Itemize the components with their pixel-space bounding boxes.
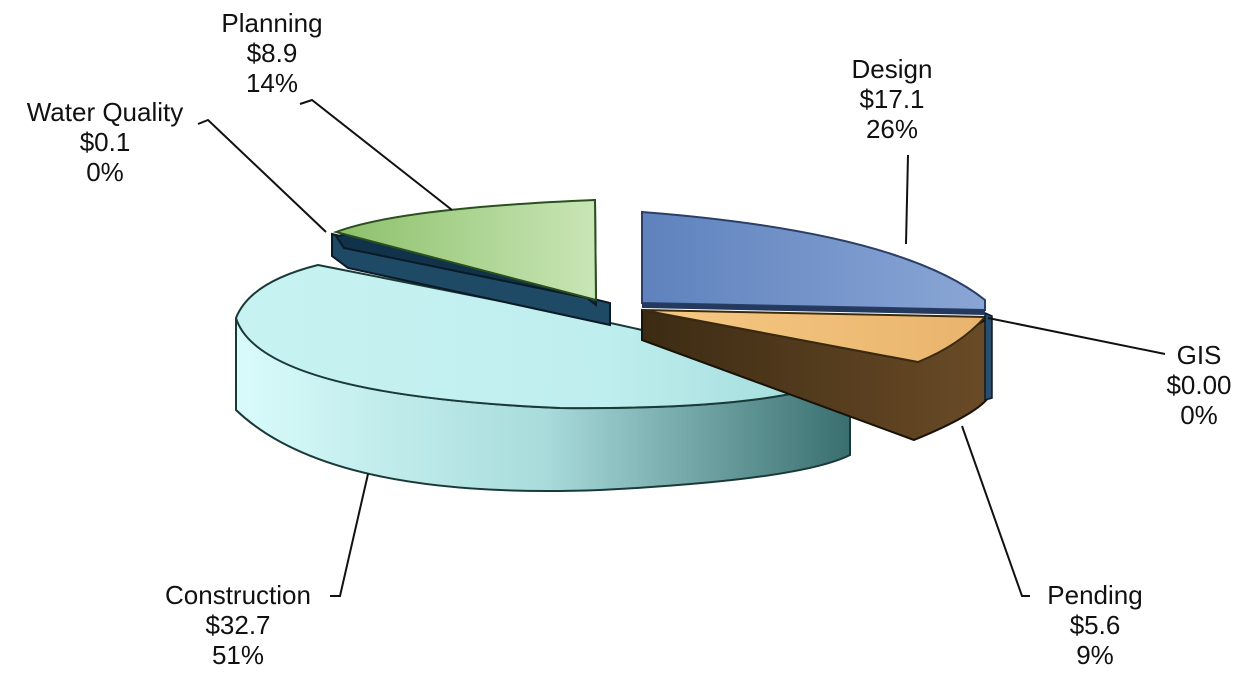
slice-gis-body <box>984 311 993 401</box>
label-construction-category: Construction <box>165 580 311 610</box>
slice-gis <box>984 311 993 401</box>
label-water-quality-category: Water Quality <box>26 97 184 127</box>
label-construction-value: $32.7 <box>205 610 271 640</box>
label-planning-value: $8.9 <box>246 38 298 68</box>
slice-planning <box>332 198 598 308</box>
label-gis-percent: 0% <box>1180 400 1218 430</box>
slice-design-edge <box>642 303 985 315</box>
slice-pending <box>641 308 989 442</box>
label-design-percent: 26% <box>865 114 919 144</box>
label-water-quality: Water Quality $0.1 0% <box>10 97 200 187</box>
label-design-category: Design <box>851 54 933 84</box>
label-planning-percent: 14% <box>245 68 299 98</box>
label-pending-category: Pending <box>1047 580 1143 610</box>
label-planning-category: Planning <box>221 8 323 38</box>
slice-construction-top <box>234 263 854 410</box>
leader-line-water-quality <box>197 118 327 233</box>
label-planning: Planning $8.9 14% <box>212 8 332 98</box>
label-gis: GIS $0.00 0% <box>1152 340 1246 430</box>
label-construction-percent: 51% <box>211 640 265 670</box>
label-construction: Construction $32.7 51% <box>148 580 328 670</box>
label-design-value: $17.1 <box>859 84 925 114</box>
label-water-quality-value: $0.1 <box>79 127 131 157</box>
label-pending-value: $5.6 <box>1069 610 1121 640</box>
leader-line-design <box>905 154 909 245</box>
label-pending: Pending $5.6 9% <box>1030 580 1160 670</box>
leader-lines <box>197 98 1166 597</box>
label-design: Design $17.1 26% <box>832 54 952 144</box>
label-water-quality-percent: 0% <box>86 157 124 187</box>
label-gis-category: GIS <box>1176 340 1222 370</box>
leader-line-gis <box>987 317 1166 355</box>
slice-design-top <box>641 210 986 312</box>
label-pending-percent: 9% <box>1076 640 1114 670</box>
leader-line-planning <box>299 98 453 211</box>
leader-line-construction <box>330 473 369 597</box>
leader-line-pending <box>961 425 1030 597</box>
slice-pending-top <box>641 309 988 364</box>
label-gis-value: $0.00 <box>1166 370 1232 400</box>
slice-design <box>641 210 986 315</box>
slice-planning-top <box>332 198 598 302</box>
